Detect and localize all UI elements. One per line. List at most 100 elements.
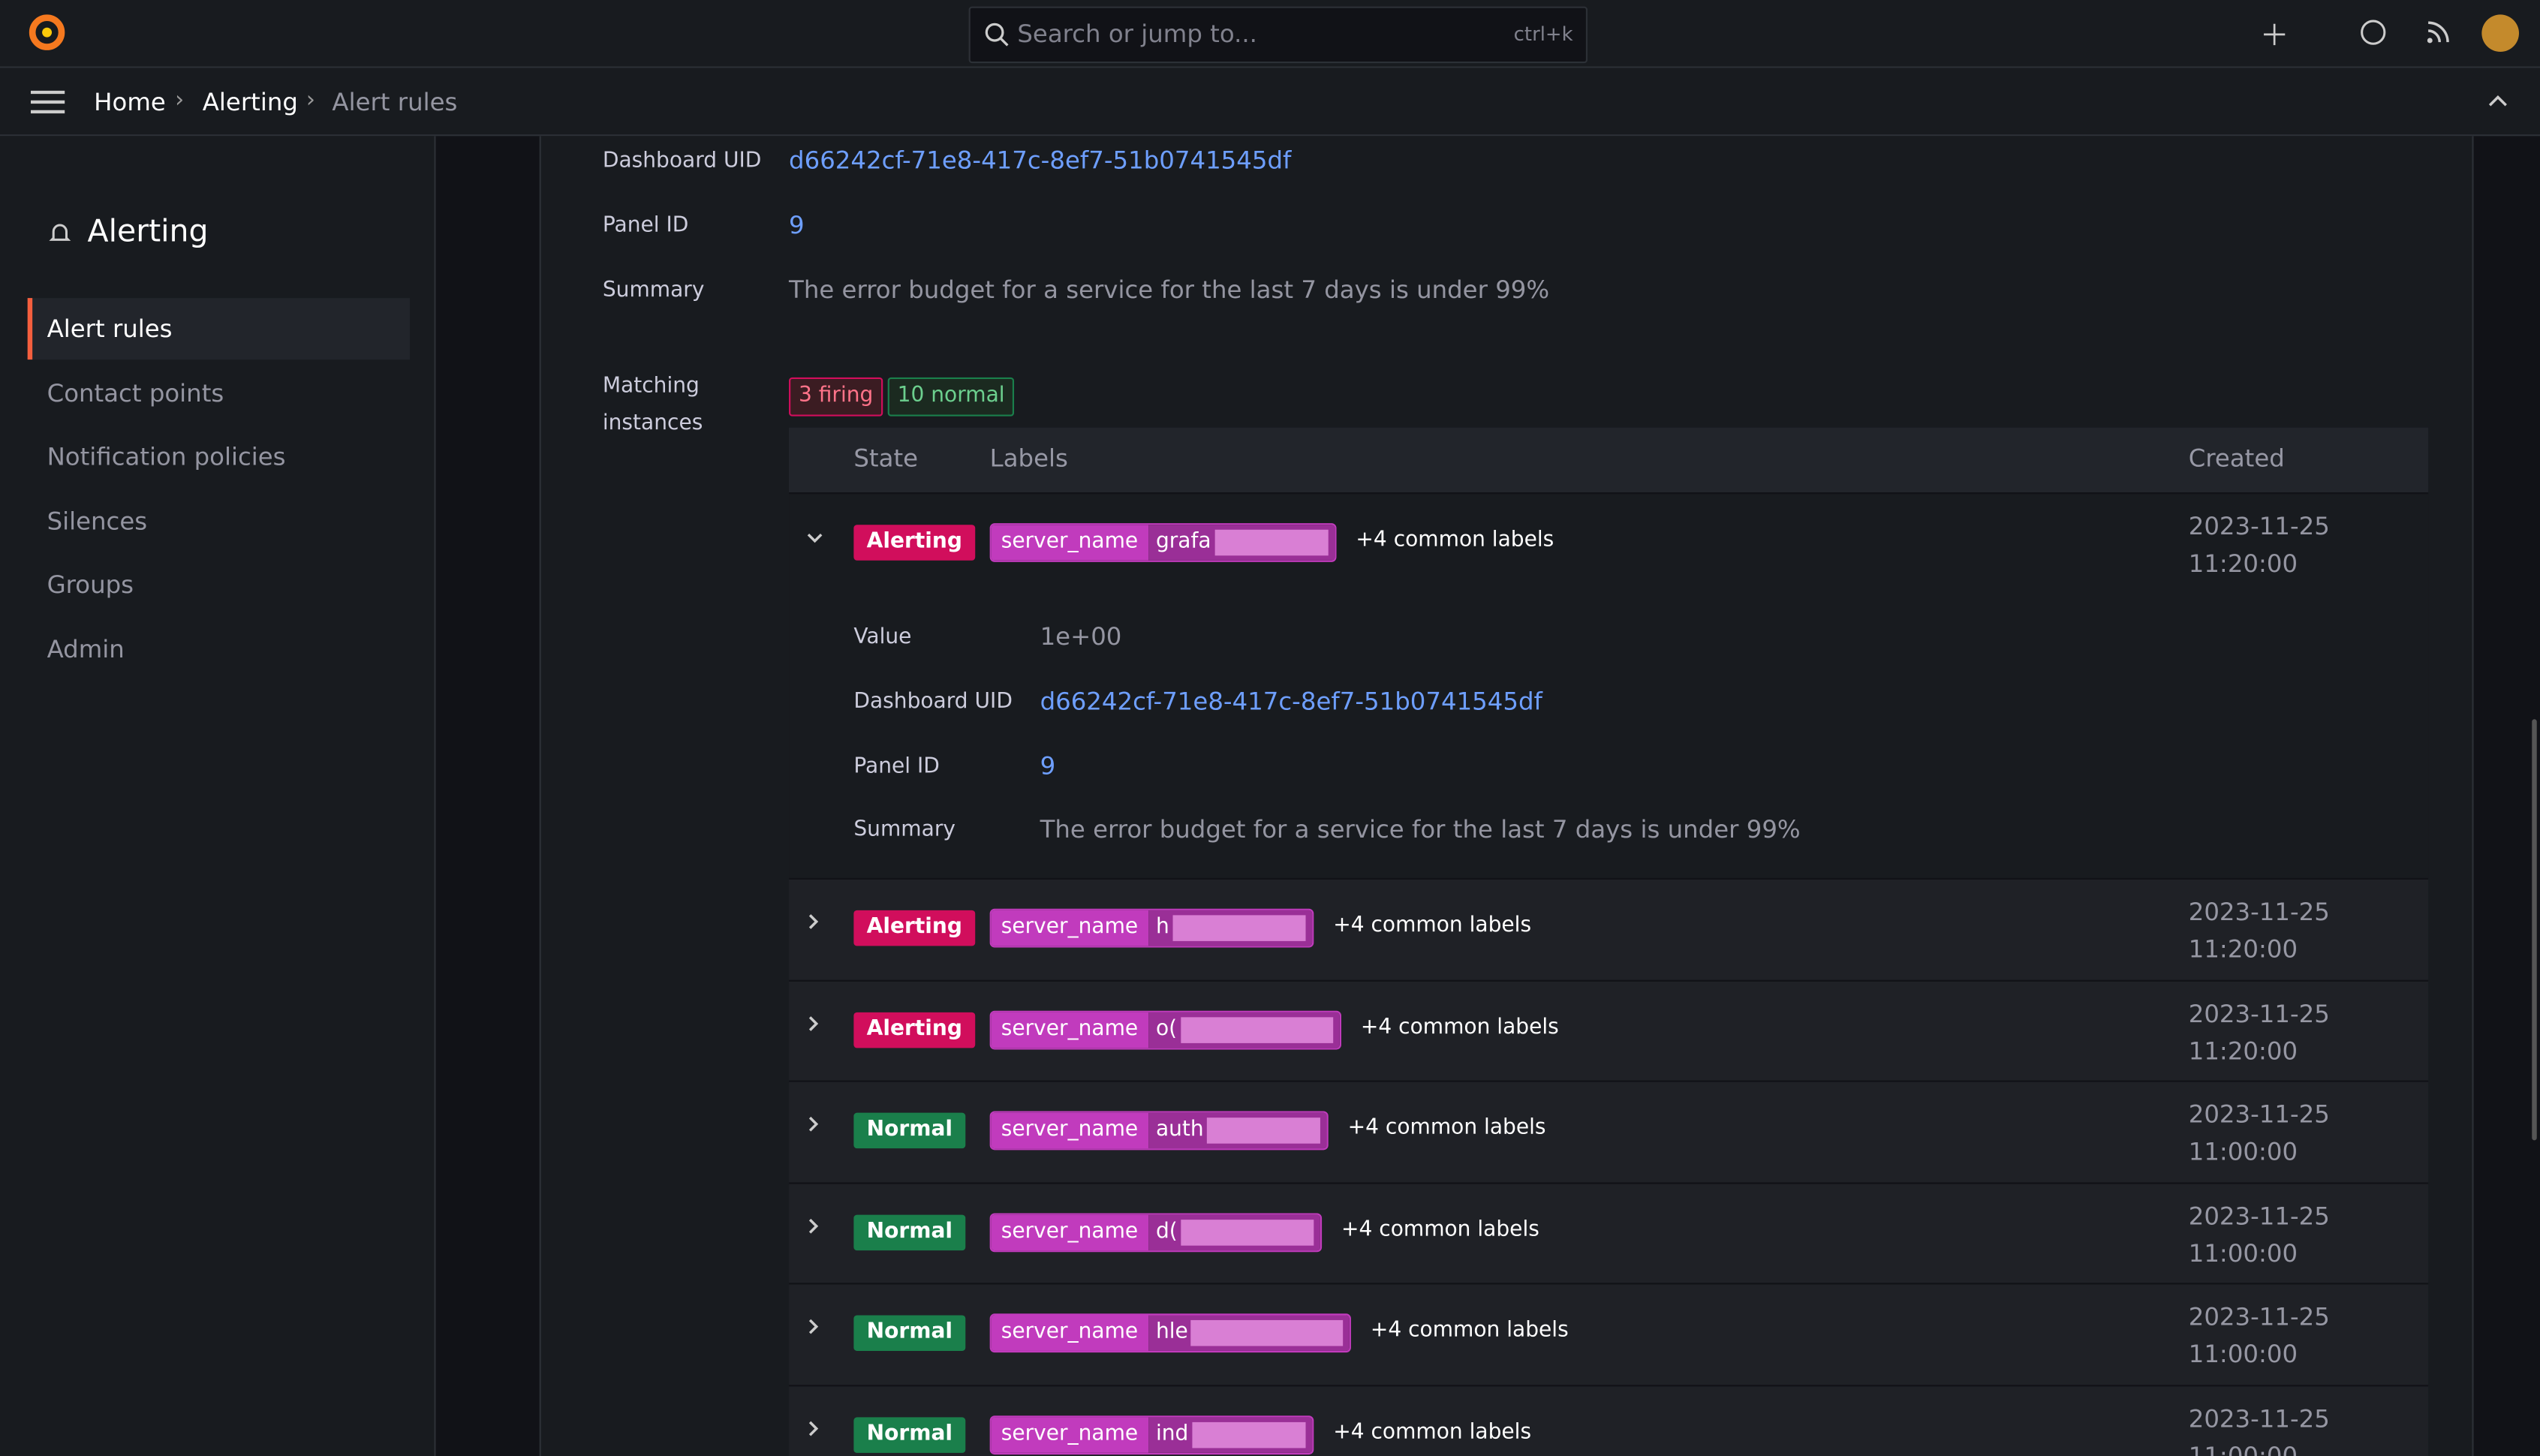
label-value: o( (1148, 1012, 1339, 1048)
redaction (1181, 1220, 1314, 1246)
field-value: The error budget for a service for the l… (789, 275, 1550, 305)
expand-toggle[interactable] (805, 1113, 822, 1139)
created: 2023-11-25 11:20:00 (2188, 999, 2330, 1066)
search-box[interactable]: Search or jump to... ctrl+k (968, 6, 1588, 64)
state-badge: Alerting (853, 1012, 976, 1048)
breadcrumb[interactable]: Alerting (202, 87, 298, 117)
breadcrumb-bar: Home › Alerting › Alert rules (0, 68, 2540, 137)
detail-label: Value (853, 625, 912, 650)
add-button[interactable]: ＋ (2259, 19, 2289, 54)
separator: › (305, 87, 316, 114)
label-key: server_name (991, 1112, 1148, 1149)
label-value-text: h (1155, 915, 1169, 940)
top-bar: Search or jump to... ctrl+k ＋ (0, 0, 2540, 68)
news-icon[interactable] (2425, 20, 2451, 46)
normal-badge: 10 normal (887, 377, 1015, 417)
bell-icon (49, 224, 71, 241)
label-key: server_name (991, 1315, 1148, 1351)
common-labels: +4 common labels (1341, 1217, 1539, 1243)
label-chip: server_name grafa (989, 523, 1336, 562)
shortcut: ctrl+k (1513, 23, 1573, 46)
expand-toggle[interactable] (805, 1215, 822, 1241)
created: 2023-11-25 11:00:00 (2188, 1202, 2330, 1268)
label-value: ind (1148, 1417, 1312, 1453)
chevron (808, 1016, 819, 1031)
separator: › (175, 87, 185, 114)
created: 2023-11-25 11:00:00 (2188, 1404, 2330, 1456)
label-key: server_name (991, 1417, 1148, 1453)
expand-toggle[interactable] (805, 1012, 822, 1039)
detail-value: The error budget for a service for the l… (1040, 814, 1801, 844)
common-labels: +4 common labels (1333, 913, 1532, 938)
common-labels: +4 common labels (1370, 1318, 1569, 1343)
redaction (1191, 1319, 1344, 1346)
avatar[interactable] (2481, 14, 2520, 53)
label-chip: server_name h (989, 908, 1314, 948)
logo[interactable] (28, 13, 67, 52)
label-value: grafa (1148, 525, 1335, 561)
expand-toggle[interactable] (805, 910, 822, 937)
column-header: State (853, 444, 919, 474)
created: 2023-11-25 11:20:00 (2188, 511, 2330, 579)
help-icon[interactable] (2358, 18, 2388, 47)
common-labels: +4 common labels (1347, 1115, 1546, 1141)
field-label: Dashboard UID (602, 149, 762, 173)
firing-badge: 3 firing (789, 377, 883, 417)
label-chip: server_name ind (989, 1415, 1314, 1455)
nav-item[interactable]: Admin (47, 635, 125, 664)
state-badge: Normal (853, 1315, 966, 1351)
detail-label: Dashboard UID (853, 690, 1013, 714)
nav-item[interactable]: Alert rules (27, 298, 411, 360)
breadcrumb[interactable]: Home (94, 87, 166, 117)
redaction (1191, 1421, 1305, 1448)
nav-item[interactable]: Silences (47, 507, 148, 536)
search-icon (985, 23, 1009, 47)
table-header (789, 427, 2429, 493)
detail-value[interactable]: 9 (1040, 751, 1056, 781)
label-key: server_name (991, 1214, 1148, 1251)
label-chip: server_name o( (989, 1010, 1341, 1050)
common-labels: +4 common labels (1360, 1015, 1559, 1040)
scrollbar (2532, 719, 2537, 1141)
field-value[interactable]: d66242cf-71e8-417c-8ef7-51b0741545df (789, 146, 1292, 176)
label-value-text: d( (1155, 1220, 1178, 1244)
chevron (808, 1116, 819, 1132)
redaction (1214, 529, 1328, 556)
sidebar-title: Alerting (87, 213, 209, 250)
field-label: Summary (602, 278, 705, 303)
state-badge: Alerting (853, 910, 976, 946)
chevron (808, 1319, 819, 1334)
created: 2023-11-25 11:00:00 (2188, 1302, 2330, 1369)
detail-label: Summary (853, 817, 956, 843)
redaction (1207, 1118, 1321, 1144)
nav-item[interactable]: Groups (47, 570, 134, 600)
label-value: d( (1148, 1214, 1320, 1251)
nav-item[interactable]: Notification policies (47, 442, 286, 472)
expand-toggle[interactable] (805, 1315, 822, 1341)
label-chip: server_name auth (989, 1111, 1329, 1151)
menu-icon[interactable] (31, 89, 65, 116)
detail-label: Panel ID (853, 754, 940, 780)
label-value-text: auth (1155, 1118, 1204, 1142)
collapse-icon[interactable] (2488, 94, 2508, 107)
created: 2023-11-25 11:20:00 (2188, 897, 2330, 964)
field-value[interactable]: 9 (789, 210, 805, 240)
label-value-text: o( (1155, 1017, 1178, 1042)
label-key: server_name (991, 1012, 1148, 1048)
search-placeholder: Search or jump to... (1017, 19, 1257, 49)
detail-value[interactable]: d66242cf-71e8-417c-8ef7-51b0741545df (1040, 687, 1542, 716)
expand-toggle[interactable] (800, 530, 826, 546)
chevron (808, 914, 819, 929)
nav-item[interactable]: Contact points (47, 378, 224, 408)
redaction (1180, 1017, 1333, 1043)
label-value-text: hle (1155, 1319, 1188, 1345)
label-value: auth (1148, 1112, 1327, 1149)
state-badge: Normal (853, 1214, 966, 1251)
common-labels: +4 common labels (1333, 1420, 1532, 1445)
expand-toggle[interactable] (805, 1417, 822, 1443)
detail-value: 1e+00 (1040, 621, 1122, 651)
created: 2023-11-25 11:00:00 (2188, 1100, 2330, 1166)
